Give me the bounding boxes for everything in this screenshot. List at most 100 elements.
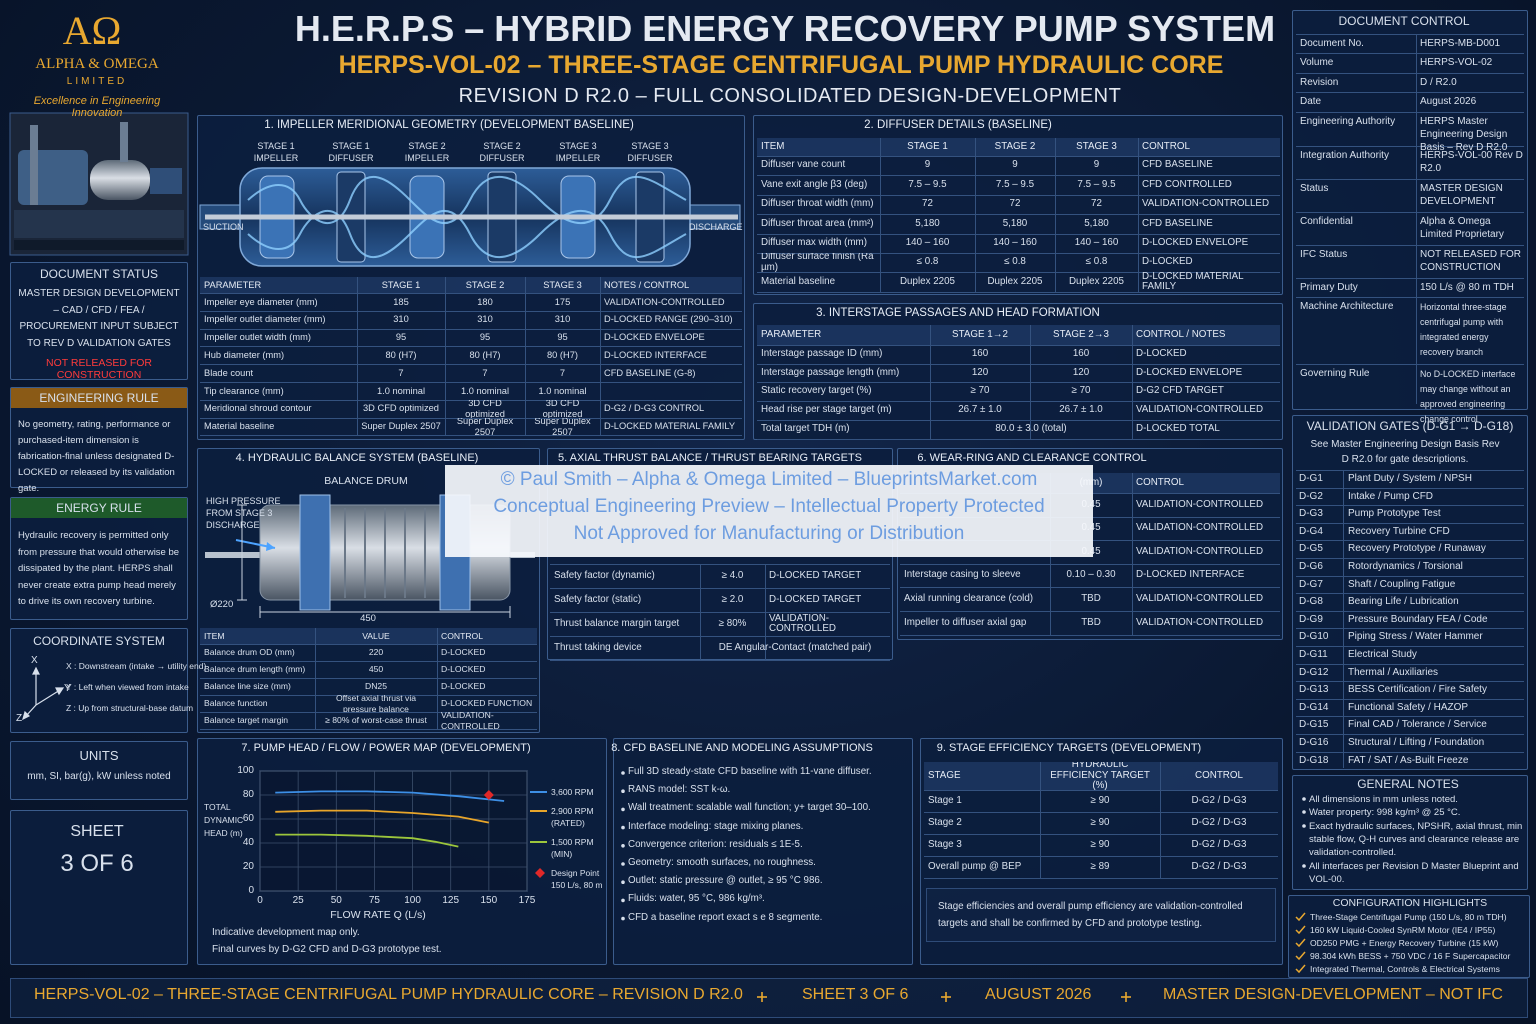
rule-line (200, 293, 742, 294)
table-cell: VALIDATION-CONTROLLED (1136, 545, 1264, 557)
table-header-bg (757, 138, 1280, 156)
table-cell: VALIDATION-CONTROLLED (1142, 198, 1270, 210)
table-cell: 80 (H7) (469, 350, 501, 361)
table-cell: 3D CFD optimized (363, 403, 439, 414)
highlight-item: Three-Stage Centrifugal Pump (150 L/s, 8… (1310, 912, 1507, 922)
rule-line (1296, 558, 1524, 559)
table-header-cell: STAGE 3 (543, 279, 582, 290)
cfd-item: Geometry: smooth surfaces, no roughness. (628, 857, 816, 868)
control-label: Machine Architecture (1300, 301, 1394, 312)
rule-line (757, 401, 1280, 403)
gate-code: D-G5 (1299, 543, 1323, 555)
stage-label: STAGE 3 DIFFUSER (627, 141, 673, 163)
control-label: Status (1300, 183, 1329, 194)
table-cell: ≥ 70 (970, 385, 990, 397)
stage-label: STAGE 1 IMPELLER (253, 141, 299, 163)
rule-header-bar (11, 388, 187, 408)
bullet (621, 844, 625, 848)
table-cell: Axial running clearance (cold) (904, 592, 1034, 604)
gate-code: D-G7 (1299, 578, 1323, 590)
x-tick-label: 50 (330, 895, 342, 906)
interstage-panel (753, 303, 1283, 440)
gate-code: D-G18 (1299, 754, 1329, 766)
control-value: HERPS-VOL-00 Rev D R2.0 (1420, 150, 1523, 174)
table-cell: 95 (557, 332, 568, 343)
table-cell: 7 (559, 367, 566, 378)
discharge-label: DISCHARGE (689, 222, 743, 232)
rule-line (550, 564, 890, 565)
table-header-bg (200, 277, 742, 293)
table-cell: Balance drum OD (mm) (204, 647, 295, 658)
gate-name: Intake / Pump CFD (1348, 490, 1434, 502)
axis-description: Z : Up from structural-base datum (66, 703, 194, 713)
gate-name: Pressure Boundary FEA / Code (1348, 613, 1488, 625)
cfd-panel (613, 738, 913, 965)
control-label: Date (1300, 96, 1322, 107)
rule-line (550, 588, 890, 589)
table-cell: D-LOCKED INTERFACE (1136, 569, 1245, 581)
rule-line (600, 277, 601, 436)
logo-mark: AΩ (62, 8, 122, 53)
gate-code: D-G12 (1299, 666, 1329, 678)
table-cell: CFD CONTROLLED (1142, 178, 1232, 190)
table-cell: Blade count (204, 367, 254, 378)
table-cell: Super Duplex 2507 (534, 417, 591, 436)
control-value: Horizontal three-stage centrifugal pump … (1420, 302, 1507, 357)
chart-note: Final curves by D-G2 CFD and D-G3 protot… (212, 944, 442, 955)
rule-line (550, 612, 890, 613)
footer-separators (757, 992, 1131, 1002)
rule-line (1296, 364, 1524, 365)
chart-note: Indicative development map only. (212, 927, 360, 938)
cfd-item: Interface modeling: stage mixing planes. (628, 820, 804, 832)
units-text: mm, SI, bar(g), kW unless noted (27, 771, 171, 782)
control-label: Revision (1300, 77, 1339, 88)
legend-label: 1,500 RPM (MIN) (551, 837, 594, 859)
table-header-cell: ITEM (204, 630, 225, 641)
panel-title: VALIDATION GATES (D-G1 → D-G18) (1306, 419, 1514, 433)
highlight-item: OD250 PMG + Energy Recovery Turbine (15 … (1310, 938, 1499, 948)
rule-line (757, 253, 1280, 254)
status-text: MASTER DESIGN DEVELOPMENT – CAD / CFD / … (18, 288, 180, 349)
gate-name: Recovery Prototype / Runaway (1348, 543, 1486, 555)
gate-code: D-G6 (1299, 561, 1323, 572)
rule-line (1296, 487, 1524, 489)
table-header-cell: STAGE 2→3 (1053, 328, 1109, 340)
bullet (1302, 824, 1306, 828)
table-cell: D-LOCKED ENVELOPE (1142, 237, 1249, 249)
panel-title: UNITS (79, 748, 119, 763)
table-cell: 80.0 ± 3.0 (total) (995, 422, 1067, 434)
table-cell: 220 (368, 647, 384, 658)
table-header-cell: ITEM (761, 140, 785, 152)
legend-swatch (535, 868, 545, 878)
table-cell: ≥ 70 (1071, 385, 1091, 397)
gates-subtitle: See Master Engineering Design Basis Rev … (1310, 439, 1500, 465)
panel-title: ENGINEERING RULE (39, 391, 159, 405)
rule-line (880, 138, 881, 292)
rule-line (550, 660, 890, 661)
bullet (621, 807, 625, 812)
rule-line (200, 328, 742, 330)
gate-name: Plant Duty / System / NPSH (1348, 473, 1472, 484)
control-value: MASTER DESIGN DEVELOPMENT (1420, 183, 1503, 207)
axis-description: X : Downstream (intake → utility end) (66, 661, 207, 671)
table-cell: 72 (1091, 198, 1102, 210)
x-tick-label: 0 (257, 895, 263, 906)
coordinate-panel (10, 628, 188, 733)
series-line (275, 809, 490, 824)
x-tick-label: 100 (404, 895, 421, 906)
table-cell: Impeller to diffuser axial gap (904, 616, 1027, 628)
table-cell: ≤ 0.8 (916, 256, 939, 268)
table-cell: 9 (1093, 159, 1100, 171)
sheet-panel (10, 810, 188, 965)
table-cell: 160 (971, 348, 989, 360)
table-cell: Impeller outlet width (mm) (204, 332, 311, 343)
gate-code: D-G3 (1299, 508, 1323, 520)
table-header-cell: CONTROL (1195, 769, 1243, 781)
status-warning: NOT RELEASED FOR CONSTRUCTION (46, 357, 152, 381)
gate-code: D-G4 (1299, 525, 1323, 537)
table-cell: 185 (393, 296, 409, 307)
table-cell: Thrust balance margin target (554, 617, 680, 629)
